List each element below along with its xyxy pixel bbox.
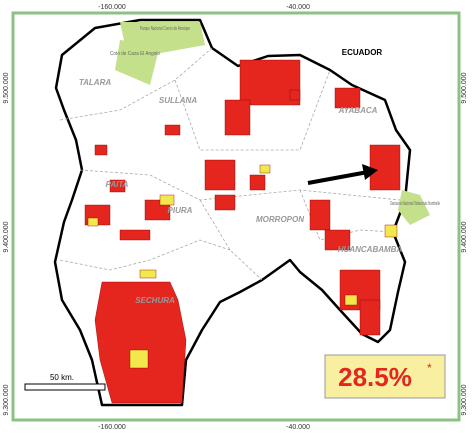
place-label: TALARA bbox=[79, 78, 112, 87]
place-label: SECHURA bbox=[135, 296, 175, 305]
place-label: SULLANA bbox=[159, 96, 197, 105]
grid-label: 9.500.000 bbox=[461, 72, 468, 103]
protected-area-label: Santuario Nacional Tabaconas Namballe bbox=[390, 201, 440, 207]
arrow bbox=[307, 170, 369, 185]
scale-bar bbox=[24, 383, 106, 391]
protected-area-label: Parque Nacional Cerros de Amotape bbox=[140, 26, 190, 32]
place-label: PIURA bbox=[168, 206, 193, 215]
scale-label: 50 km. bbox=[50, 373, 74, 382]
place-label: ECUADOR bbox=[342, 48, 383, 57]
share-value: 28.5% bbox=[338, 362, 412, 392]
grid-label: -40.000 bbox=[286, 424, 310, 431]
grid-label: 9.400.000 bbox=[461, 221, 468, 252]
share-note: * bbox=[427, 361, 432, 375]
protected-area-label: Coto de Caza El Angolo bbox=[110, 51, 160, 57]
grid-label: 9.400.000 bbox=[3, 221, 10, 252]
arrow-head bbox=[362, 164, 378, 180]
place-label: AYABACA bbox=[338, 106, 378, 115]
place-label: HUANCABAMBA bbox=[338, 245, 403, 254]
grid-label: 9.300.000 bbox=[3, 384, 10, 415]
place-label: MORROPON bbox=[256, 215, 304, 224]
concessions bbox=[84, 59, 401, 404]
pending-concessions bbox=[87, 164, 398, 369]
place-label: PAITA bbox=[106, 180, 129, 189]
protected-areas bbox=[115, 22, 430, 225]
share-box bbox=[324, 354, 446, 399]
grid-label: 9.500.000 bbox=[3, 72, 10, 103]
grid-label: -160.000 bbox=[98, 424, 126, 431]
grid-label: -40.000 bbox=[286, 4, 310, 11]
grid-label: 9.300.000 bbox=[461, 384, 468, 415]
province-boundaries bbox=[59, 47, 401, 281]
grid-label: -160.000 bbox=[98, 4, 126, 11]
